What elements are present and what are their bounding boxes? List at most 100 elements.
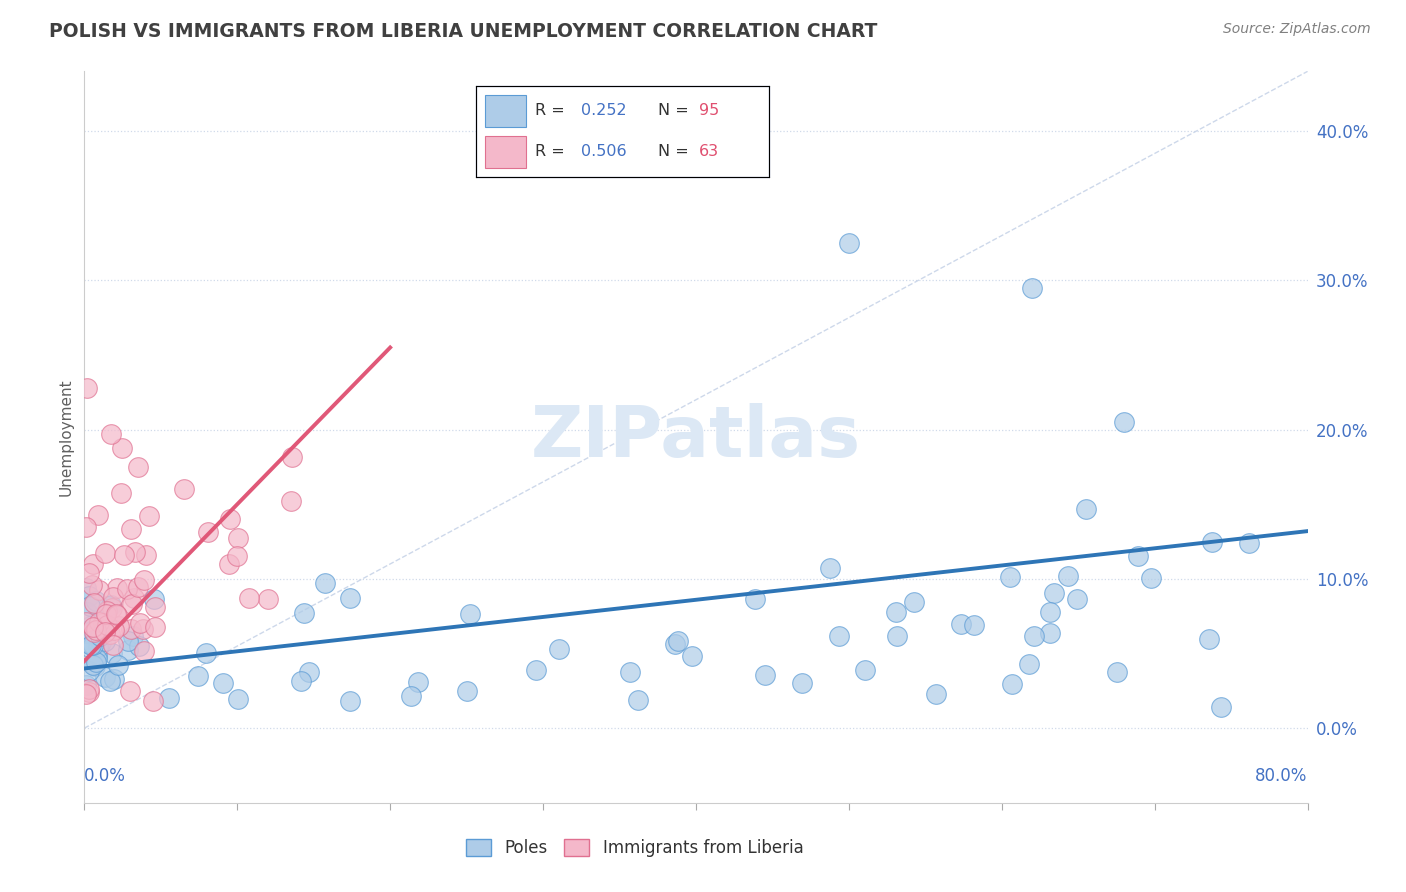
Point bbox=[94, 670, 117, 684]
Point bbox=[87, 582, 110, 597]
Point bbox=[76, 381, 98, 395]
Point bbox=[225, 549, 247, 564]
Point bbox=[117, 633, 139, 648]
Point bbox=[94, 546, 117, 560]
Point bbox=[1039, 605, 1062, 619]
Point bbox=[86, 613, 108, 627]
Point bbox=[290, 674, 312, 689]
Point bbox=[80, 638, 103, 652]
Point bbox=[884, 605, 907, 619]
Point bbox=[619, 665, 641, 680]
Point bbox=[87, 508, 110, 522]
Point bbox=[115, 582, 138, 596]
Text: ZIPatlas: ZIPatlas bbox=[531, 402, 860, 472]
Point bbox=[77, 682, 100, 697]
Point bbox=[75, 635, 97, 649]
Point bbox=[89, 629, 111, 643]
Point bbox=[86, 651, 108, 665]
Point bbox=[218, 558, 240, 572]
Point bbox=[666, 634, 689, 648]
Point bbox=[339, 694, 361, 708]
Point bbox=[1198, 632, 1220, 647]
Text: 80.0%: 80.0% bbox=[1256, 767, 1308, 785]
Point bbox=[93, 633, 115, 648]
Point bbox=[105, 608, 128, 623]
Point bbox=[82, 620, 104, 634]
Point bbox=[524, 664, 547, 678]
Point bbox=[1039, 626, 1062, 640]
Point bbox=[127, 580, 149, 594]
Point bbox=[886, 629, 908, 643]
Point bbox=[838, 235, 860, 250]
Point bbox=[83, 624, 105, 639]
Point bbox=[100, 598, 122, 612]
Point bbox=[104, 607, 127, 622]
Point bbox=[77, 566, 100, 580]
Point bbox=[654, 153, 676, 168]
Point bbox=[1074, 501, 1097, 516]
Point bbox=[292, 607, 315, 621]
Point bbox=[456, 684, 478, 698]
Point bbox=[1057, 569, 1080, 583]
Point bbox=[77, 589, 100, 603]
Point bbox=[218, 512, 240, 526]
Point bbox=[79, 625, 101, 640]
Point bbox=[80, 577, 103, 591]
Point bbox=[129, 615, 152, 630]
Point bbox=[120, 622, 142, 636]
Point bbox=[134, 644, 156, 658]
Point bbox=[339, 591, 361, 605]
Point bbox=[238, 591, 260, 605]
Point bbox=[75, 615, 97, 630]
Point bbox=[84, 626, 107, 640]
Point bbox=[96, 618, 118, 632]
Point bbox=[128, 639, 150, 653]
Point bbox=[226, 692, 249, 706]
Point bbox=[681, 648, 703, 663]
Point bbox=[664, 637, 686, 651]
Point bbox=[103, 672, 125, 686]
Point bbox=[117, 643, 139, 657]
Point bbox=[1239, 535, 1261, 549]
Point bbox=[226, 532, 249, 546]
Point bbox=[121, 597, 143, 611]
Point bbox=[86, 648, 108, 663]
Point bbox=[84, 655, 107, 669]
Point bbox=[93, 624, 115, 639]
Point bbox=[950, 616, 973, 631]
Point bbox=[120, 522, 142, 536]
Point bbox=[1001, 677, 1024, 691]
Point bbox=[84, 658, 107, 673]
Text: POLISH VS IMMIGRANTS FROM LIBERIA UNEMPLOYMENT CORRELATION CHART: POLISH VS IMMIGRANTS FROM LIBERIA UNEMPL… bbox=[49, 22, 877, 41]
Point bbox=[256, 592, 278, 607]
Point bbox=[458, 607, 481, 621]
Point bbox=[314, 576, 336, 591]
Point bbox=[157, 691, 180, 706]
Point bbox=[124, 545, 146, 559]
Point bbox=[75, 520, 97, 534]
Point bbox=[108, 619, 131, 633]
Point bbox=[135, 548, 157, 562]
Point bbox=[143, 592, 166, 607]
Point bbox=[744, 591, 766, 606]
Point bbox=[84, 593, 107, 607]
Text: 0.0%: 0.0% bbox=[84, 767, 127, 785]
Point bbox=[110, 441, 132, 455]
Point bbox=[100, 427, 122, 442]
Point bbox=[110, 485, 132, 500]
Point bbox=[903, 595, 925, 609]
Point bbox=[87, 615, 110, 630]
Point bbox=[127, 459, 149, 474]
Point bbox=[925, 687, 948, 701]
Point bbox=[143, 620, 166, 634]
Point bbox=[94, 607, 117, 621]
Point bbox=[77, 640, 100, 655]
Point bbox=[1211, 699, 1233, 714]
Point bbox=[112, 548, 135, 562]
Point bbox=[77, 684, 100, 698]
Point bbox=[75, 626, 97, 640]
Point bbox=[1066, 592, 1088, 607]
Point bbox=[134, 573, 156, 587]
Point bbox=[87, 640, 110, 654]
Point bbox=[122, 591, 145, 606]
